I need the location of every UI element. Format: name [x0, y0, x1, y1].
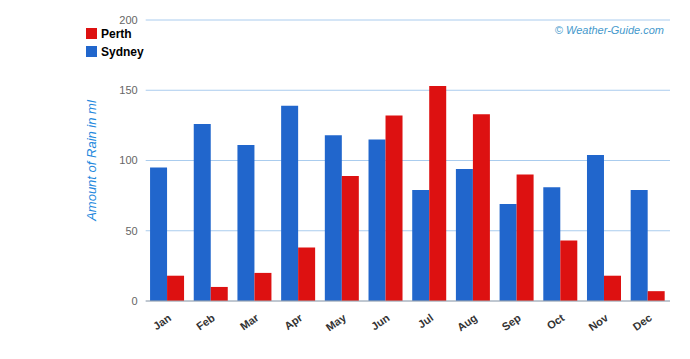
svg-text:Jun: Jun	[369, 311, 392, 332]
svg-text:Aug: Aug	[455, 311, 479, 333]
html-text:© Weather-Guide.com: © Weather-Guide.com	[554, 24, 664, 36]
svg-text:Jul: Jul	[416, 311, 436, 330]
svg-text:200: 200	[119, 14, 137, 26]
svg-text:Amount of Rain in ml: Amount of Rain in ml	[84, 99, 99, 222]
svg-text:Sep: Sep	[499, 311, 523, 333]
svg-text:Oct: Oct	[545, 311, 567, 332]
svg-text:Feb: Feb	[194, 311, 217, 332]
svg-text:May: May	[324, 311, 349, 334]
svg-text:Dec: Dec	[630, 311, 653, 332]
svg-text:150: 150	[119, 84, 137, 96]
html-text:Sydney: Sydney	[101, 45, 144, 59]
html-text:Perth: Perth	[101, 27, 132, 41]
svg-text:Jan: Jan	[151, 311, 174, 332]
svg-text:Apr: Apr	[282, 311, 305, 332]
svg-text:50: 50	[125, 225, 137, 237]
svg-text:Nov: Nov	[586, 311, 611, 333]
svg-text:Mar: Mar	[238, 311, 261, 332]
svg-text:0: 0	[132, 295, 138, 307]
svg-text:100: 100	[119, 154, 137, 166]
